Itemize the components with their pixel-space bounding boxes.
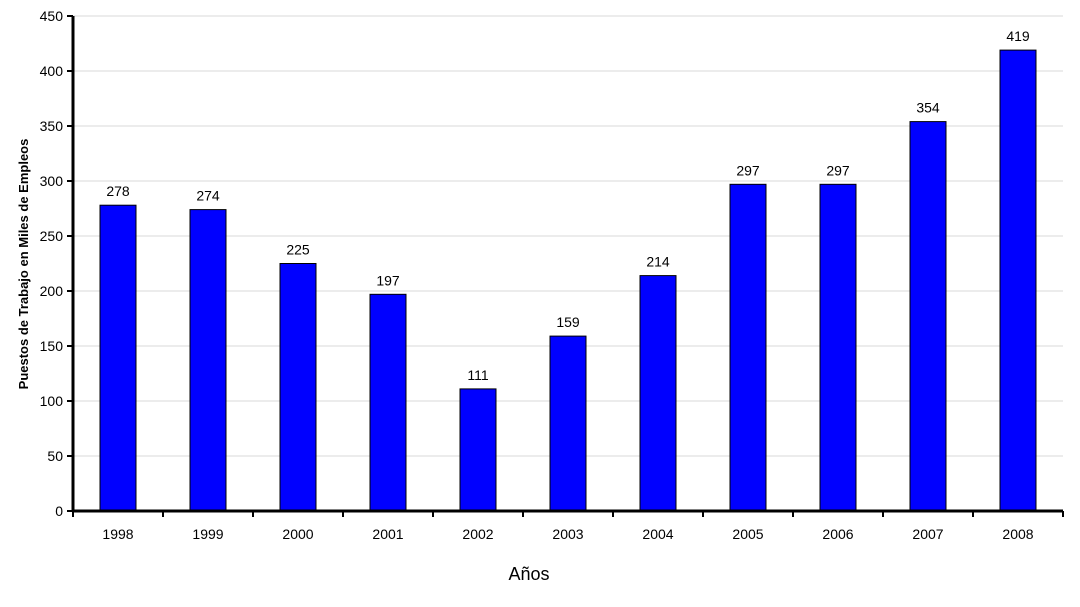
x-tick-label: 2001 <box>372 526 403 542</box>
x-axis-title: Años <box>508 564 549 584</box>
x-tick-label: 2005 <box>732 526 763 542</box>
gridlines <box>73 15 1063 457</box>
y-tick-label: 450 <box>40 8 64 24</box>
x-tick-label: 2004 <box>642 526 673 542</box>
bar <box>99 204 137 512</box>
y-tick-label: 50 <box>47 448 63 464</box>
bar <box>999 49 1037 512</box>
bar <box>909 121 947 512</box>
y-tick-label: 350 <box>40 118 64 134</box>
axes <box>71 16 1063 513</box>
x-tick-label: 1999 <box>192 526 223 542</box>
data-label: 297 <box>736 162 760 178</box>
data-label: 297 <box>826 162 850 178</box>
y-tick-label: 300 <box>40 173 64 189</box>
x-tick-label: 1998 <box>102 526 133 542</box>
data-label: 197 <box>376 272 400 288</box>
x-tick-label: 2008 <box>1002 526 1033 542</box>
bars <box>99 49 1037 512</box>
bar <box>459 388 497 512</box>
bar <box>729 183 767 512</box>
bar <box>279 263 317 512</box>
x-tick-label: 2003 <box>552 526 583 542</box>
data-label: 225 <box>286 242 310 258</box>
x-tick-label: 2007 <box>912 526 943 542</box>
data-label: 214 <box>646 254 670 270</box>
y-tick-label: 250 <box>40 228 64 244</box>
y-axis-title: Puestos de Trabajo en Miles de Empleos <box>16 139 31 390</box>
y-tick-label: 100 <box>40 393 64 409</box>
y-tick-label: 0 <box>55 503 63 519</box>
x-tick-label: 2000 <box>282 526 313 542</box>
bar <box>549 335 587 512</box>
y-tick-label: 150 <box>40 338 64 354</box>
data-label: 354 <box>916 100 940 116</box>
y-tick-label: 400 <box>40 63 64 79</box>
data-label: 111 <box>467 367 488 383</box>
data-label: 274 <box>196 188 220 204</box>
x-tick-label: 2002 <box>462 526 493 542</box>
y-axis-ticks: 0 50 100 150 200 250 300 350 400 450 <box>40 8 73 519</box>
y-tick-label: 200 <box>40 283 64 299</box>
data-labels: 278 274 225 197 111 159 214 297 297 354 419 <box>106 28 1030 383</box>
bar <box>819 183 857 512</box>
data-label: 419 <box>1006 28 1030 44</box>
bar <box>639 275 677 512</box>
x-tick-label: 2006 <box>822 526 853 542</box>
bar <box>189 209 227 512</box>
data-label: 278 <box>106 183 130 199</box>
bar <box>369 293 407 512</box>
data-label: 159 <box>556 314 580 330</box>
x-axis-ticks: 1998 1999 2000 2001 2002 2003 2004 2005 2006 2007… <box>72 511 1064 542</box>
